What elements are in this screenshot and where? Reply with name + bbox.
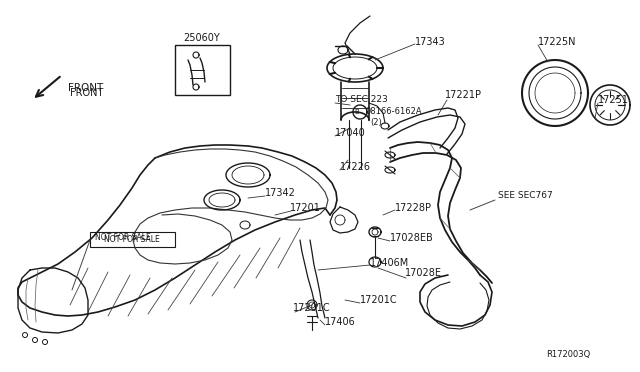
- Text: 17040: 17040: [335, 128, 365, 138]
- Text: 17225N: 17225N: [538, 37, 577, 47]
- Text: 17406: 17406: [325, 317, 356, 327]
- Text: 17201: 17201: [290, 203, 321, 213]
- Text: 17226: 17226: [340, 162, 371, 172]
- Text: (2): (2): [370, 118, 381, 126]
- Bar: [90, 232, 175, 247]
- Text: NOT FOR SALE: NOT FOR SALE: [104, 235, 160, 244]
- Text: R172003Q: R172003Q: [546, 350, 590, 359]
- Text: FRONT: FRONT: [68, 83, 103, 93]
- Text: SEE SEC767: SEE SEC767: [498, 190, 553, 199]
- Text: 17228P: 17228P: [395, 203, 432, 213]
- Text: 08166-6162A: 08166-6162A: [365, 108, 422, 116]
- Text: 17343: 17343: [415, 37, 445, 47]
- Text: TO SEC.223: TO SEC.223: [335, 96, 388, 105]
- Text: 17028EB: 17028EB: [390, 233, 434, 243]
- Text: FRONT: FRONT: [70, 88, 104, 98]
- Text: 17201C: 17201C: [293, 303, 331, 313]
- Text: 17201C: 17201C: [360, 295, 397, 305]
- Text: 17406M: 17406M: [370, 258, 409, 268]
- Text: 25060Y: 25060Y: [183, 33, 220, 43]
- Text: 17028E: 17028E: [405, 268, 442, 278]
- Bar: [175, 45, 230, 95]
- Text: NOT FOR SALE: NOT FOR SALE: [95, 232, 151, 241]
- Text: 17251: 17251: [598, 95, 629, 105]
- Text: 17342: 17342: [265, 188, 296, 198]
- Text: 17221P: 17221P: [445, 90, 482, 100]
- Text: B: B: [355, 109, 360, 115]
